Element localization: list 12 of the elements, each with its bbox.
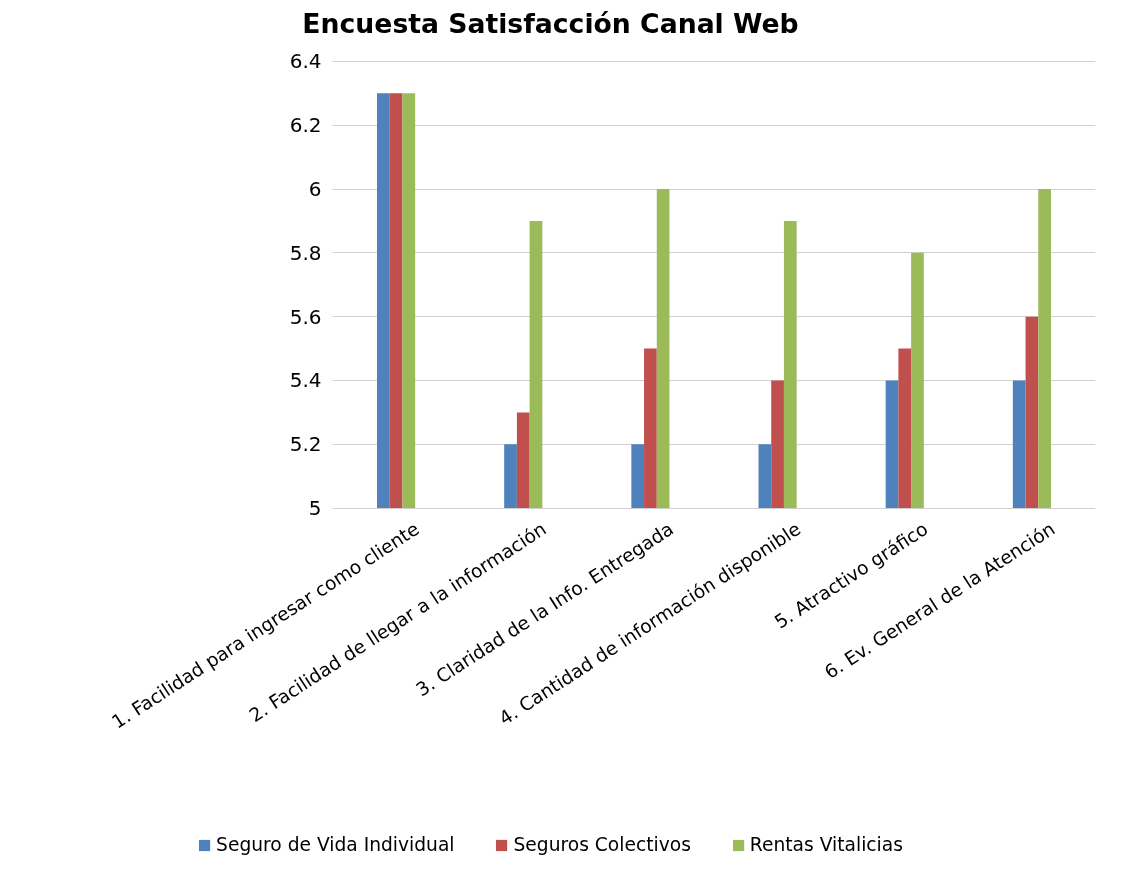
- y-tick-label: 5.2: [289, 432, 322, 457]
- y-tick-label: 6.2: [289, 113, 322, 138]
- y-tick-label: 6: [308, 177, 322, 202]
- y-tick-label: 6.4: [289, 49, 322, 74]
- legend-label: Seguros Colectivos: [513, 834, 691, 855]
- chart-title: Encuesta Satisfacción Canal Web: [302, 7, 799, 39]
- legend-label: Rentas Vitalicias: [749, 834, 903, 855]
- legend-label: Seguro de Vida Individual: [216, 834, 455, 855]
- y-tick-label: 5.4: [289, 368, 322, 393]
- y-tick-label: 5.6: [289, 304, 322, 329]
- y-tick-label: 5: [308, 496, 322, 521]
- y-tick-label: 5.8: [289, 240, 322, 265]
